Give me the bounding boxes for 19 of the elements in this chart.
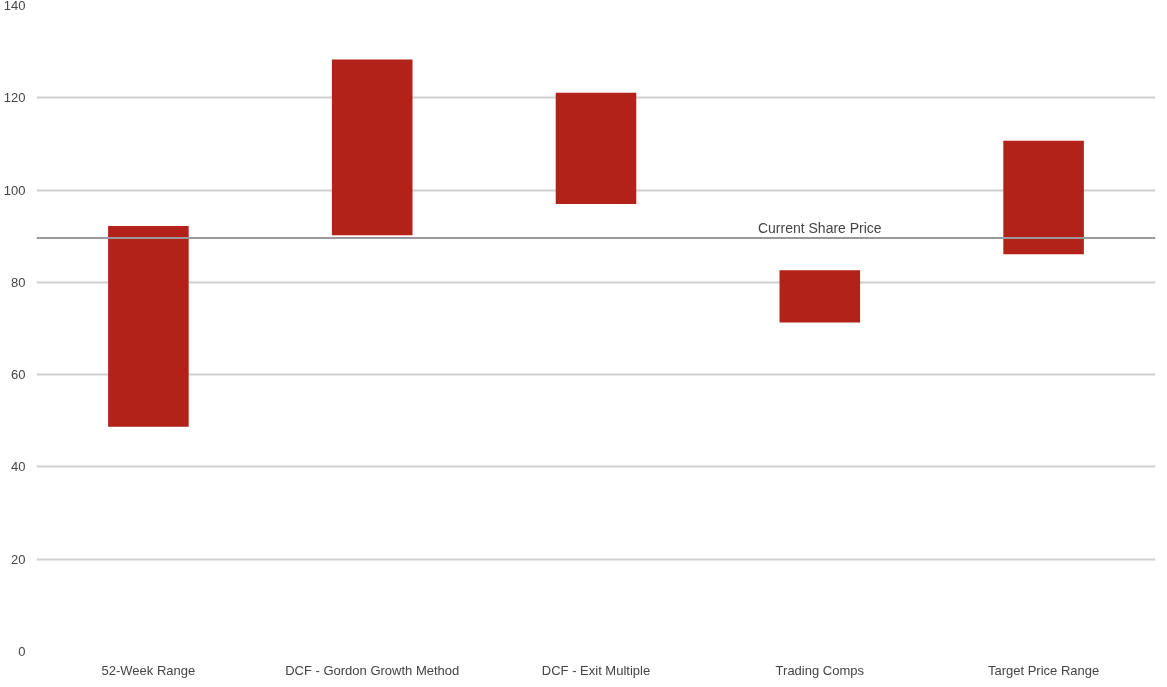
bar <box>1003 140 1084 255</box>
x-tick-label: 52-Week Range <box>101 662 196 678</box>
x-tick-label: DCF - Gordon Growth Method <box>285 662 460 678</box>
x-tick-label: Trading Comps <box>775 662 865 678</box>
ref-line-label: Current Share Price <box>757 220 882 237</box>
y-tick-label: 60 <box>11 367 26 383</box>
y-tick-label: 120 <box>3 90 26 106</box>
y-tick-label: 80 <box>11 274 26 290</box>
bar <box>779 270 861 323</box>
bar <box>108 226 189 427</box>
x-tick-label: DCF - Exit Multiple <box>541 662 651 678</box>
x-tick-label: Target Price Range <box>987 662 1100 678</box>
y-tick-label: 140 <box>3 0 26 13</box>
bar <box>555 92 637 204</box>
y-tick-label: 20 <box>11 551 26 567</box>
y-tick-label: 40 <box>11 459 26 475</box>
bar <box>331 59 413 236</box>
y-tick-label: 100 <box>3 182 26 198</box>
y-tick-label: 0 <box>18 644 26 659</box>
